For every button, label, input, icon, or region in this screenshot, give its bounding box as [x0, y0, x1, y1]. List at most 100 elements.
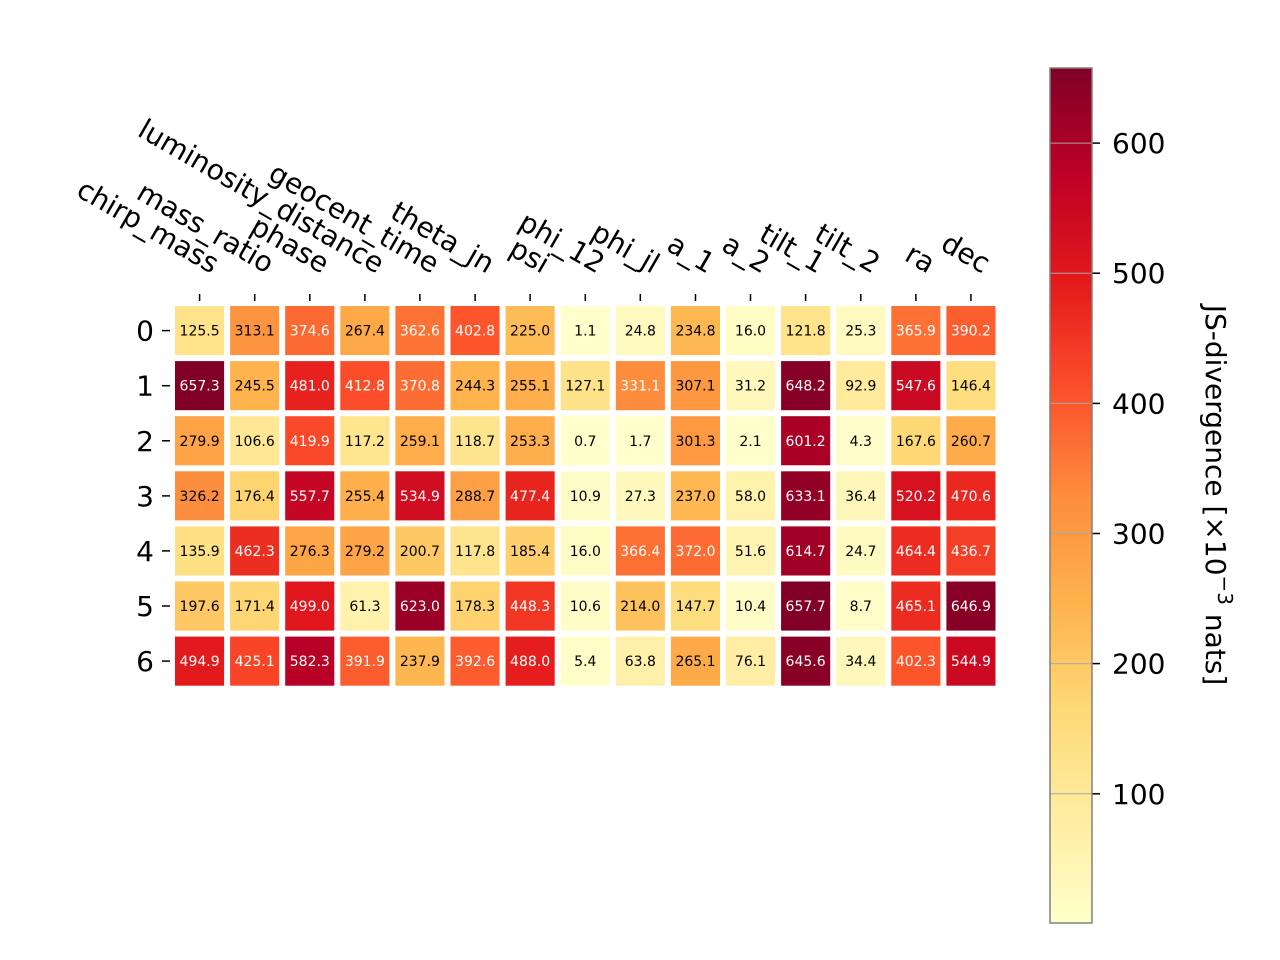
cell-value-label: 470.6: [951, 489, 991, 505]
heatmap-cell: [836, 361, 886, 411]
colorbar-label: JS-divergence [×10−3 nats]: [1199, 303, 1237, 686]
heatmap-cell: [175, 526, 225, 576]
cell-value-label: 178.3: [455, 599, 495, 615]
heatmap-cell: [505, 526, 555, 576]
cell-value-label: 125.5: [180, 324, 220, 340]
heatmap-cell: [230, 471, 280, 521]
heatmap-cell: [670, 636, 720, 686]
cell-value-label: 534.9: [400, 489, 440, 505]
cell-value-label: 61.3: [349, 599, 380, 615]
cell-value-label: 237.0: [675, 489, 715, 505]
colorbar-frame: [1049, 67, 1093, 924]
heatmap-cell: [450, 471, 500, 521]
heatmap-cell: [615, 471, 665, 521]
heatmap-cells: 125.5 313.1 374.6 267.4 362.6 402.8 225.0 1.1 24…: [175, 306, 996, 686]
heatmap-cell: [946, 471, 996, 521]
heatmap-cell: [450, 526, 500, 576]
cell-value-label: 365.9: [896, 324, 936, 340]
heatmap-cell: [230, 361, 280, 411]
cell-value-label: 374.6: [290, 324, 330, 340]
colorbar-tick-label: 500: [1112, 257, 1165, 290]
cell-value-label: 362.6: [400, 324, 440, 340]
cell-value-label: 167.6: [896, 434, 936, 450]
cell-value-label: 265.1: [675, 654, 715, 670]
cell-value-label: 601.2: [786, 434, 826, 450]
cell-value-label: 51.6: [735, 544, 766, 560]
heatmap-cell: [891, 306, 941, 356]
cell-value-label: 425.1: [235, 654, 275, 670]
heatmap-cell: [505, 416, 555, 466]
heatmap-cell: [781, 306, 831, 356]
cell-value-label: 557.7: [290, 489, 330, 505]
heatmap-cell: [946, 581, 996, 631]
heatmap-cell: [836, 581, 886, 631]
cell-value-label: 488.0: [510, 654, 550, 670]
colorbar-tick-label: 400: [1112, 387, 1165, 420]
heatmap-cell: [395, 636, 445, 686]
cell-value-label: 244.3: [455, 379, 495, 395]
heatmap-cell: [395, 526, 445, 576]
column-labels: chirp_massmass_ratiophaseluminosity_dist…: [71, 112, 996, 301]
cell-value-label: 436.7: [951, 544, 991, 560]
heatmap-cell: [340, 526, 390, 576]
heatmap-cell: [450, 361, 500, 411]
heatmap-cell: [395, 361, 445, 411]
heatmap-cell: [781, 526, 831, 576]
cell-value-label: 370.8: [400, 379, 440, 395]
heatmap-cell: [340, 471, 390, 521]
heatmap-cell: [946, 361, 996, 411]
heatmap-cell: [891, 361, 941, 411]
cell-value-label: 582.3: [290, 654, 330, 670]
cell-value-label: 465.1: [896, 599, 936, 615]
row-labels: 0 1 2 3 4 5 6: [136, 315, 170, 678]
heatmap-cell: [560, 306, 610, 356]
heatmap-cell: [285, 636, 335, 686]
cell-value-label: 494.9: [180, 654, 220, 670]
heatmap-cell: [560, 471, 610, 521]
cell-value-label: 10.4: [735, 599, 766, 615]
colorbar-tick-label: 300: [1112, 518, 1165, 551]
heatmap-cell: [781, 416, 831, 466]
cell-value-label: 366.4: [620, 544, 660, 560]
cell-value-label: 402.3: [896, 654, 936, 670]
cell-value-label: 185.4: [510, 544, 550, 560]
heatmap-cell: [505, 306, 555, 356]
colorbar-tick-label: 600: [1112, 127, 1165, 160]
cell-value-label: 200.7: [400, 544, 440, 560]
cell-value-label: 259.1: [400, 434, 440, 450]
cell-value-label: 0.7: [574, 434, 596, 450]
heatmap-cell: [450, 306, 500, 356]
cell-value-label: 237.9: [400, 654, 440, 670]
heatmap-cell: [230, 581, 280, 631]
cell-value-label: 118.7: [455, 434, 495, 450]
cell-value-label: 16.0: [735, 324, 766, 340]
heatmap-cell: [505, 471, 555, 521]
heatmap-cell: [670, 471, 720, 521]
heatmap-cell: [726, 581, 776, 631]
cell-value-label: 372.0: [675, 544, 715, 560]
cell-value-label: 117.2: [345, 434, 385, 450]
heatmap-cell: [726, 471, 776, 521]
cell-value-label: 255.4: [345, 489, 385, 505]
cell-value-label: 614.7: [786, 544, 826, 560]
heatmap-cell: [285, 306, 335, 356]
heatmap-cell: [670, 416, 720, 466]
cell-value-label: 117.8: [455, 544, 495, 560]
heatmap-cell: [340, 416, 390, 466]
heatmap-cell: [615, 416, 665, 466]
heatmap-cell: [670, 306, 720, 356]
row-label: 1: [136, 370, 154, 403]
heatmap-cell: [891, 471, 941, 521]
cell-value-label: 92.9: [845, 379, 876, 395]
cell-value-label: 58.0: [735, 489, 766, 505]
row-label: 5: [136, 590, 154, 623]
heatmap-cell: [175, 361, 225, 411]
heatmap-cell: [836, 526, 886, 576]
heatmap-cell: [781, 471, 831, 521]
cell-value-label: 288.7: [455, 489, 495, 505]
heatmap-cell: [891, 581, 941, 631]
heatmap-cell: [670, 526, 720, 576]
cell-value-label: 648.2: [786, 379, 826, 395]
heatmap-cell: [395, 306, 445, 356]
